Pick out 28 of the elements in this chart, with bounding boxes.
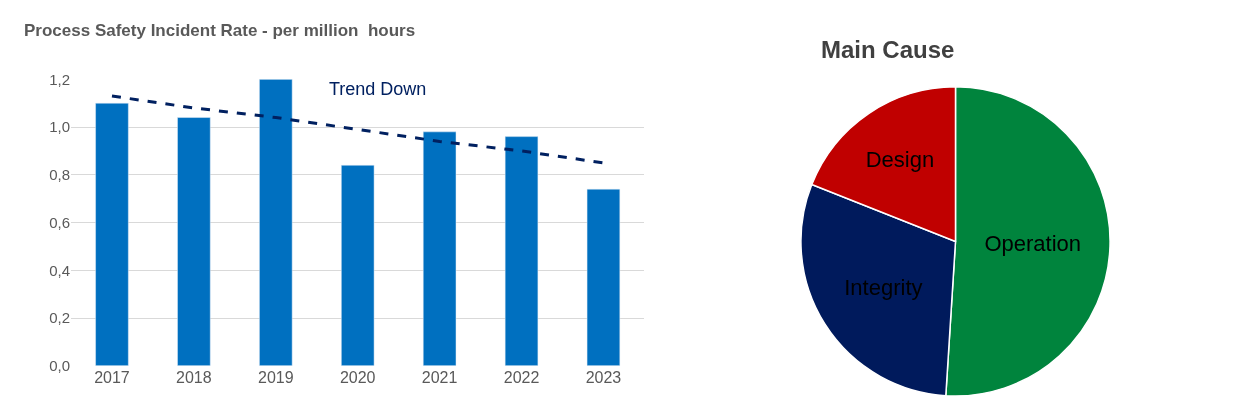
chart-title: Main Cause (821, 36, 955, 63)
slice-label: Operation (984, 231, 1082, 257)
bar (422, 131, 457, 366)
bar (259, 79, 293, 366)
y-tick-label: 0,6 (49, 213, 70, 231)
series-label: Trend Down (329, 79, 427, 99)
x-tick-label: 2021 (421, 368, 458, 386)
y-tick-label: 1,2 (49, 70, 70, 88)
x-tick-label: 2017 (94, 368, 130, 386)
y-tick-label: 0,2 (49, 309, 70, 327)
x-tick-label: 2023 (585, 368, 622, 386)
y-tick-label: 0,8 (49, 166, 70, 184)
chart-title: Process Safety Incident Rate - per million hours (24, 21, 416, 40)
bar (341, 165, 375, 366)
y-tick-label: 0,0 (49, 357, 70, 375)
y-tick-label: 1,0 (49, 118, 70, 136)
x-tick-label: 2020 (339, 368, 376, 386)
slice-label: Design (865, 147, 935, 173)
x-tick-label: 2022 (503, 368, 540, 386)
x-tick-label: 2018 (176, 368, 212, 386)
bar (95, 102, 129, 366)
bar (177, 117, 211, 366)
line-series (110, 94, 605, 165)
bar (504, 136, 539, 366)
x-tick-label: 2019 (257, 368, 294, 386)
bar (586, 188, 621, 366)
y-tick-label: 0,4 (49, 261, 70, 279)
slice-label: Integrity (844, 274, 923, 300)
